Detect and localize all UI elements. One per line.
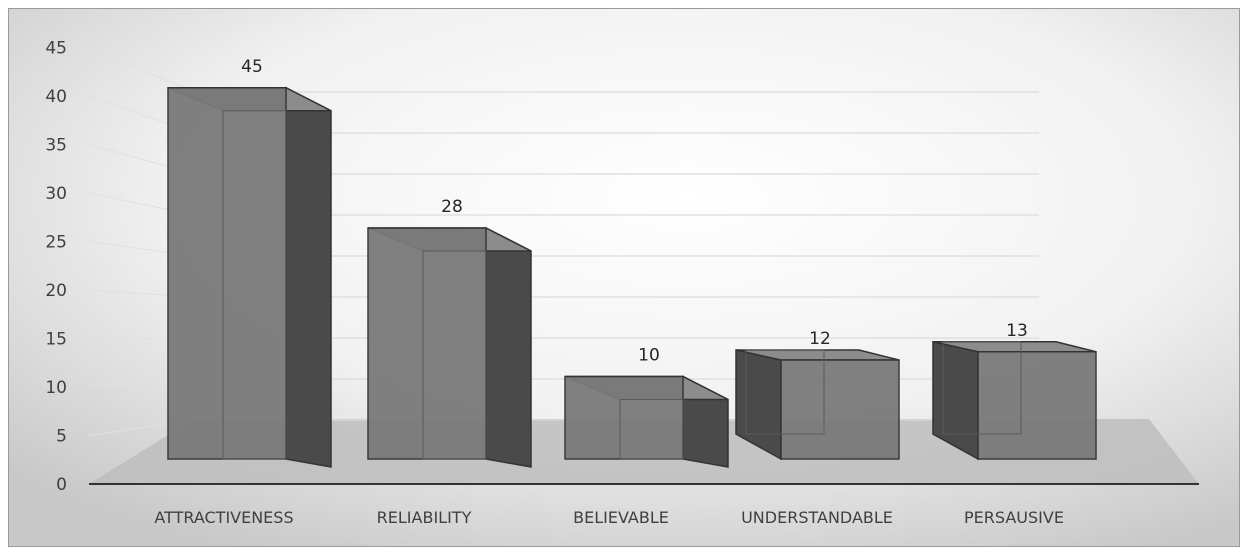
bar-front-face [167, 87, 287, 460]
y-tick-label: 20 [45, 281, 67, 301]
bar-chart: 0 5 10 15 20 25 30 35 40 45 45 ATTRACTIVENESS 28 REL… [9, 9, 1239, 546]
bar-understandable [735, 349, 900, 461]
bar-inner-edge [619, 399, 684, 460]
gridline-diagonal [88, 47, 195, 93]
bar-attractiveness [167, 86, 332, 468]
bar-front-face [977, 351, 1097, 460]
data-label: 12 [809, 329, 831, 349]
data-label: 45 [241, 57, 263, 77]
bar-persausive [932, 340, 1097, 461]
x-tick-label: PERSAUSIVE [964, 508, 1064, 527]
x-tick-label: RELIABILITY [377, 508, 472, 527]
chart-frame: 0 5 10 15 20 25 30 35 40 45 45 ATTRACTIVENESS 28 REL… [8, 8, 1240, 547]
bar-inner-edge [745, 349, 825, 435]
y-tick-label: 35 [45, 136, 67, 156]
bar-inner-edge [222, 110, 287, 460]
x-tick-label: BELIEVABLE [573, 508, 669, 527]
bar-front-face [564, 375, 684, 460]
y-tick-label: 10 [45, 378, 67, 398]
bar-inner-edge [942, 341, 1022, 435]
bar-believable [564, 375, 729, 468]
y-tick-label: 5 [56, 427, 67, 447]
y-tick-label: 15 [45, 330, 67, 350]
bar-front-face [780, 359, 900, 460]
bar-front-face [367, 227, 487, 460]
bar-inner-edge [422, 250, 487, 460]
bar-side-face [485, 226, 532, 468]
bar-side-face [285, 86, 332, 468]
y-tick-label: 0 [56, 475, 67, 495]
x-tick-label: ATTRACTIVENESS [154, 508, 293, 527]
data-label: 28 [441, 197, 463, 217]
y-tick-label: 40 [45, 87, 67, 107]
data-label: 13 [1006, 321, 1028, 341]
y-tick-label: 25 [45, 233, 67, 253]
x-tick-label: UNDERSTANDABLE [741, 508, 893, 527]
data-label: 10 [638, 346, 660, 366]
y-tick-label: 30 [45, 184, 67, 204]
y-tick-label: 45 [45, 39, 67, 59]
bar-reliability [367, 226, 532, 468]
